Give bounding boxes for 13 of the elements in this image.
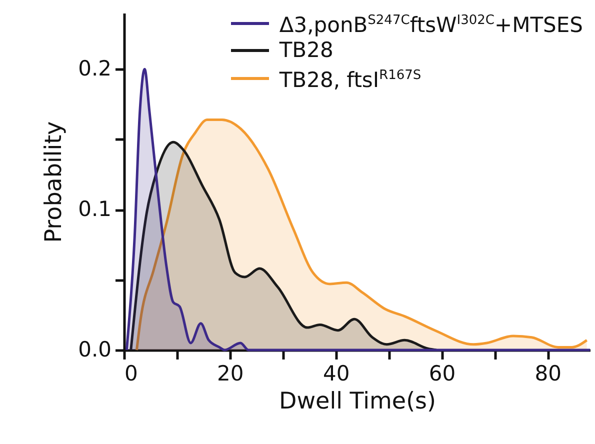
x-tick-label: 80 [534,362,562,386]
legend-label: TB28 [279,38,334,63]
y-axis-title: Probability [41,121,68,243]
y-tick-label: 0.0 [78,338,112,362]
x-tick-label: 0 [124,362,138,386]
y-tick-label: 0.2 [78,56,112,81]
x-axis-title: Dwell Time(s) [279,388,436,414]
x-tick-label: 60 [428,362,456,386]
x-tick-label: 40 [322,362,350,386]
x-tick-label: 20 [217,362,244,386]
legend-label: Δ3,ponB$^{S247C}$ftsW$^{I302C}$+MTSES [279,12,583,38]
y-tick-label: 0.1 [78,197,112,222]
legend-label: TB28, ftsI$^{R167S}$ [279,67,422,93]
